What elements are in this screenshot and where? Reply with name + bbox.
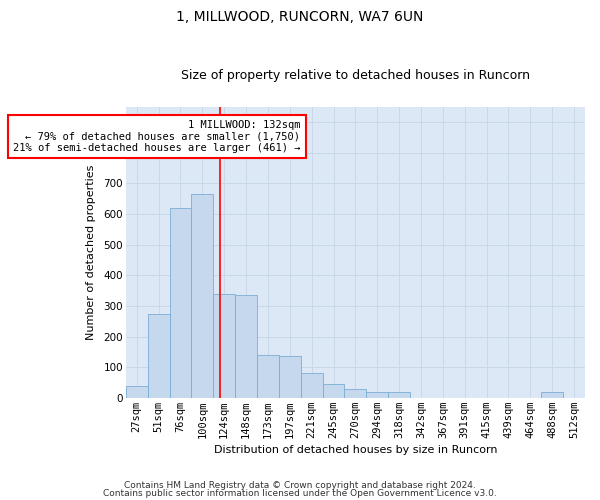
Bar (148, 314, 170, 398)
Bar (541, 392, 563, 398)
Text: 1, MILLWOOD, RUNCORN, WA7 6UN: 1, MILLWOOD, RUNCORN, WA7 6UN (176, 10, 424, 24)
Text: 1 MILLWOOD: 132sqm
← 79% of detached houses are smaller (1,750)
21% of semi-deta: 1 MILLWOOD: 132sqm ← 79% of detached hou… (13, 120, 300, 153)
Text: Contains HM Land Registry data © Crown copyright and database right 2024.: Contains HM Land Registry data © Crown c… (124, 481, 476, 490)
X-axis label: Distribution of detached houses by size in Runcorn: Distribution of detached houses by size … (214, 445, 497, 455)
Title: Size of property relative to detached houses in Runcorn: Size of property relative to detached ho… (181, 69, 530, 82)
Bar (170, 208, 191, 398)
Bar (388, 392, 410, 398)
Bar (367, 392, 388, 398)
Bar (344, 389, 367, 398)
Bar (301, 374, 323, 398)
Bar (126, 386, 148, 398)
Bar (257, 355, 279, 398)
Bar (279, 356, 301, 398)
Bar (323, 384, 344, 398)
Y-axis label: Number of detached properties: Number of detached properties (86, 164, 97, 340)
Bar (191, 194, 213, 398)
Bar (235, 295, 257, 398)
Bar (213, 294, 235, 398)
Text: Contains public sector information licensed under the Open Government Licence v3: Contains public sector information licen… (103, 488, 497, 498)
